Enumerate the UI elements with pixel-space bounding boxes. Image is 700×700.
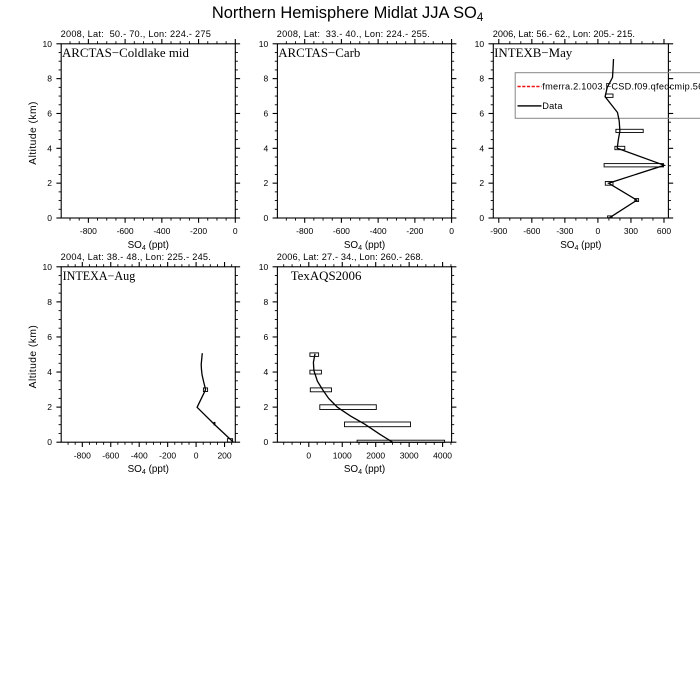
- svg-text:SO4 (ppt): SO4 (ppt): [128, 240, 169, 252]
- svg-text:-800: -800: [296, 226, 313, 236]
- svg-text:300: 300: [624, 226, 638, 236]
- svg-text:-600: -600: [117, 226, 134, 236]
- svg-text:2: 2: [479, 178, 484, 188]
- svg-text:6: 6: [263, 108, 268, 118]
- svg-text:0: 0: [263, 213, 268, 223]
- svg-text:-200: -200: [159, 450, 176, 460]
- svg-text:10: 10: [43, 262, 53, 272]
- svg-text:8: 8: [479, 74, 484, 84]
- svg-text:600: 600: [657, 226, 671, 236]
- svg-text:-400: -400: [370, 226, 387, 236]
- svg-text:-300: -300: [556, 226, 573, 236]
- svg-text:0: 0: [479, 213, 484, 223]
- svg-text:8: 8: [263, 74, 268, 84]
- svg-text:2: 2: [47, 402, 52, 412]
- svg-text:6: 6: [47, 332, 52, 342]
- svg-text:ARCTAS−Coldlake mid: ARCTAS−Coldlake mid: [62, 46, 189, 60]
- svg-text:INTEXB−May: INTEXB−May: [494, 46, 573, 60]
- svg-text:-600: -600: [102, 450, 119, 460]
- svg-text:-800: -800: [74, 450, 91, 460]
- svg-text:fmerra.2.1003.FCSD.f09.qfedcmi: fmerra.2.1003.FCSD.f09.qfedcmip.56L.cam.…: [542, 82, 700, 92]
- svg-text:10: 10: [475, 39, 485, 49]
- svg-text:SO4 (ppt): SO4 (ppt): [344, 240, 385, 252]
- svg-text:8: 8: [47, 74, 52, 84]
- svg-text:8: 8: [47, 297, 52, 307]
- svg-text:TexAQS2006: TexAQS2006: [291, 269, 362, 283]
- svg-text:-600: -600: [333, 226, 350, 236]
- svg-text:Northern Hemisphere Midlat JJA: Northern Hemisphere Midlat JJA SO4: [212, 4, 484, 24]
- svg-text:2: 2: [263, 402, 268, 412]
- svg-text:0: 0: [47, 437, 52, 447]
- svg-text:-900: -900: [490, 226, 507, 236]
- svg-text:0: 0: [47, 213, 52, 223]
- svg-text:2008, Lat: 33.- 40., Lon: 224: 2008, Lat: 33.- 40., Lon: 224.- 255.: [277, 29, 430, 39]
- svg-text:SO4 (ppt): SO4 (ppt): [128, 464, 169, 476]
- svg-text:-600: -600: [523, 226, 540, 236]
- svg-text:4: 4: [479, 143, 484, 153]
- svg-text:2006, Lat: 56.- 62., Lon: 205.: 2006, Lat: 56.- 62., Lon: 205.- 215.: [493, 29, 635, 39]
- svg-text:2004, Lat: 38.- 48., Lon: 225.: 2004, Lat: 38.- 48., Lon: 225.- 245.: [61, 252, 212, 262]
- svg-text:4: 4: [47, 367, 52, 377]
- svg-text:6: 6: [263, 332, 268, 342]
- svg-text:INTEXA−Aug: INTEXA−Aug: [63, 269, 136, 283]
- svg-text:6: 6: [479, 108, 484, 118]
- svg-text:-800: -800: [80, 226, 97, 236]
- svg-text:-200: -200: [190, 226, 207, 236]
- svg-text:1000: 1000: [333, 450, 352, 460]
- svg-text:0: 0: [233, 226, 238, 236]
- svg-text:-200: -200: [406, 226, 423, 236]
- svg-text:4: 4: [47, 143, 52, 153]
- svg-text:10: 10: [43, 39, 53, 49]
- svg-text:-400: -400: [153, 226, 170, 236]
- svg-text:ARCTAS−Carb: ARCTAS−Carb: [278, 46, 360, 60]
- svg-text:0: 0: [306, 450, 311, 460]
- svg-text:Altitude (km): Altitude (km): [28, 325, 39, 389]
- svg-text:SO4 (ppt): SO4 (ppt): [560, 240, 601, 252]
- svg-text:4: 4: [263, 367, 268, 377]
- svg-text:10: 10: [259, 39, 269, 49]
- svg-text:10: 10: [259, 262, 269, 272]
- svg-text:2000: 2000: [366, 450, 385, 460]
- svg-text:0: 0: [263, 437, 268, 447]
- svg-text:-400: -400: [131, 450, 148, 460]
- svg-text:SO4 (ppt): SO4 (ppt): [344, 464, 385, 476]
- svg-text:0: 0: [596, 226, 601, 236]
- svg-text:200: 200: [217, 450, 231, 460]
- svg-text:4: 4: [263, 143, 268, 153]
- svg-text:0: 0: [194, 450, 199, 460]
- svg-text:3000: 3000: [400, 450, 419, 460]
- svg-text:4000: 4000: [433, 450, 452, 460]
- svg-text:2006, Lat: 27.- 34., Lon: 260.: 2006, Lat: 27.- 34., Lon: 260.- 268.: [277, 252, 424, 262]
- svg-text:8: 8: [263, 297, 268, 307]
- svg-text:0: 0: [449, 226, 454, 236]
- svg-text:2008, Lat: 50.- 70., Lon: 224: 2008, Lat: 50.- 70., Lon: 224.- 275: [61, 29, 212, 39]
- svg-text:Data: Data: [542, 101, 563, 111]
- svg-text:6: 6: [47, 108, 52, 118]
- svg-text:2: 2: [263, 178, 268, 188]
- svg-text:Altitude (km): Altitude (km): [28, 101, 39, 165]
- svg-text:2: 2: [47, 178, 52, 188]
